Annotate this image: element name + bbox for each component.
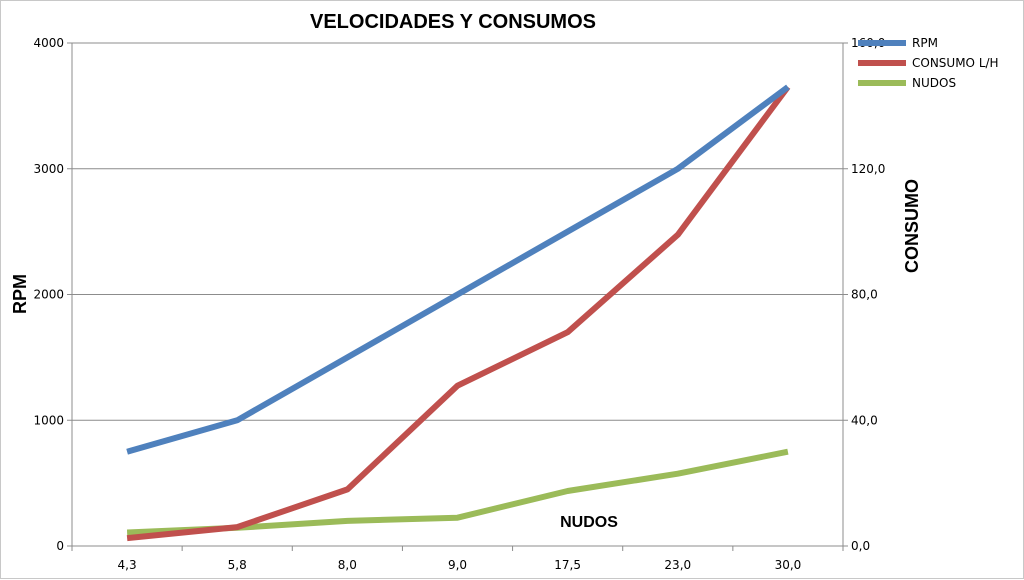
x-tick-label: 9,0 bbox=[448, 558, 467, 572]
y-tick-label: 1000 bbox=[33, 413, 64, 427]
legend-label: CONSUMO L/H bbox=[912, 56, 999, 70]
plot-layer: 010002000300040000,040,080,0120,0160,04,… bbox=[33, 36, 885, 572]
y2-axis-label: CONSUMO bbox=[902, 179, 922, 273]
nudos-annotation: NUDOS bbox=[560, 514, 618, 531]
y-axis-label: RPM bbox=[10, 274, 30, 314]
legend-label: RPM bbox=[912, 36, 938, 50]
series-line-rpm bbox=[127, 87, 788, 452]
y-tick-label: 2000 bbox=[33, 288, 64, 302]
y2-tick-label: 80,0 bbox=[851, 288, 878, 302]
x-tick-label: 4,3 bbox=[118, 558, 137, 572]
chart-title: VELOCIDADES Y CONSUMOS bbox=[310, 11, 596, 33]
series-line-nudos bbox=[127, 452, 788, 533]
x-tick-label: 23,0 bbox=[664, 558, 691, 572]
y2-tick-label: 40,0 bbox=[851, 413, 878, 427]
legend-label: NUDOS bbox=[912, 76, 956, 90]
y2-tick-label: 0,0 bbox=[851, 539, 870, 553]
y2-tick-label: 120,0 bbox=[851, 162, 885, 176]
y-tick-label: 3000 bbox=[33, 162, 64, 176]
x-tick-label: 17,5 bbox=[554, 558, 581, 572]
x-tick-label: 5,8 bbox=[228, 558, 247, 572]
x-tick-label: 8,0 bbox=[338, 558, 357, 572]
legend: RPM CONSUMO L/H NUDOS bbox=[858, 36, 999, 90]
y-tick-label: 4000 bbox=[33, 36, 64, 50]
x-tick-label: 30,0 bbox=[775, 558, 802, 572]
y-tick-label: 0 bbox=[56, 539, 64, 553]
